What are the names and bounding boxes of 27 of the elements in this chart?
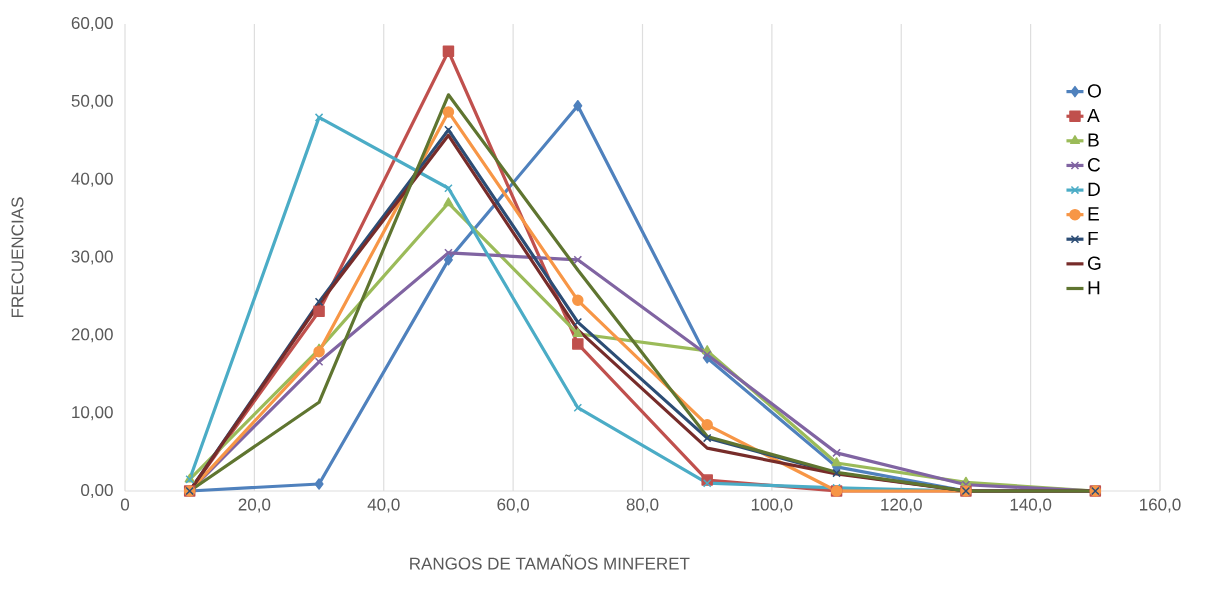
x-tick-label: 60,0 bbox=[497, 498, 530, 513]
y-tick-label: 0,00 bbox=[81, 483, 113, 499]
y-tick-label: 10,00 bbox=[72, 406, 113, 421]
y-tick-label: 60,00 bbox=[71, 16, 113, 32]
x-tick-label: 140,0 bbox=[1010, 498, 1052, 513]
x-tick-label: 20,0 bbox=[238, 498, 271, 513]
y-tick-label: 40,00 bbox=[71, 172, 113, 187]
x-tick-label: 120,0 bbox=[881, 498, 922, 513]
legend-label: H bbox=[1088, 281, 1100, 295]
legend-label: A bbox=[1087, 108, 1100, 123]
y-axis-title: FRECUENCIAS bbox=[11, 197, 24, 318]
x-tick-label: 100,0 bbox=[751, 498, 793, 513]
legend-label: D bbox=[1088, 182, 1100, 196]
legend-label: G bbox=[1088, 256, 1101, 270]
y-tick-label: 30,00 bbox=[71, 250, 113, 265]
y-tick-label: 20,00 bbox=[71, 328, 113, 343]
x-axis-title: RANGOS DE TAMAÑOS MINFERET bbox=[410, 554, 690, 570]
legend-label: C bbox=[1088, 158, 1101, 172]
legend-label: E bbox=[1088, 207, 1099, 221]
y-tick-label: 50,00 bbox=[71, 94, 113, 109]
x-tick-label: 0 bbox=[120, 498, 130, 511]
x-tick-label: 80,0 bbox=[626, 498, 659, 513]
x-tick-label: 40,0 bbox=[367, 498, 400, 513]
x-tick-label: 160,0 bbox=[1140, 498, 1181, 513]
legend-label: F bbox=[1088, 231, 1098, 245]
legend-label: B bbox=[1088, 133, 1099, 147]
legend-label: O bbox=[1087, 84, 1101, 98]
